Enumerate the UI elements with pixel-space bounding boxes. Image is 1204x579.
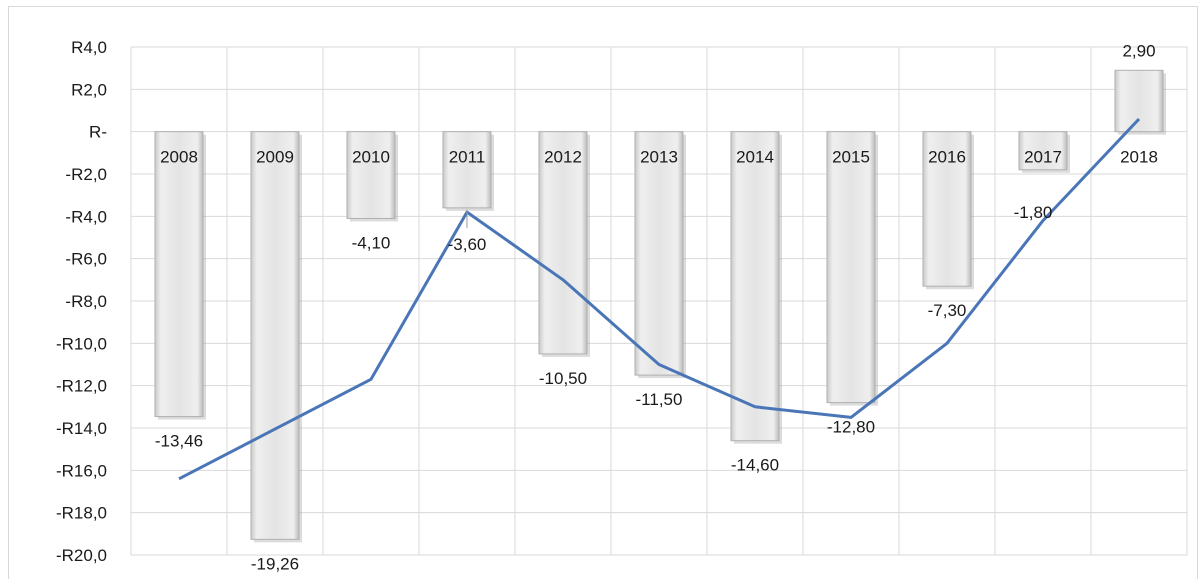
bar — [250, 131, 300, 540]
data-label: -13,46 — [155, 432, 203, 451]
line-series — [178, 117, 1141, 481]
data-label: -10,50 — [539, 369, 587, 388]
data-label: -19,26 — [251, 554, 299, 573]
y-tick-label: -R4,0 — [65, 207, 107, 226]
category-label: 2010 — [352, 148, 390, 167]
data-label: -3,60 — [448, 235, 487, 254]
bar — [538, 131, 588, 355]
category-label: 2015 — [832, 148, 870, 167]
y-tick-label: -R14,0 — [56, 419, 107, 438]
bar — [826, 131, 876, 404]
chart-frame — [8, 6, 1198, 579]
bar — [634, 131, 684, 376]
category-label: 2013 — [640, 148, 678, 167]
grid-lines — [130, 46, 1188, 556]
line-path — [178, 117, 1141, 481]
category-label: 2018 — [1120, 148, 1158, 167]
bar — [154, 131, 204, 418]
category-labels: 2008 2009 2010 2011 2012 2013 2014 2015 2016 2017… — [160, 148, 1158, 167]
category-label: 2008 — [160, 148, 198, 167]
category-label: 2017 — [1024, 148, 1062, 167]
y-tick-label: R2,0 — [71, 80, 107, 99]
category-label: 2014 — [736, 148, 774, 167]
y-tick-label: -R10,0 — [56, 334, 107, 353]
y-tick-label: -R12,0 — [56, 377, 107, 396]
y-axis-ticks: R4,0 R2,0 R- -R2,0 -R4,0 -R6,0 -R8,0 -R10,0 -R12… — [56, 38, 107, 565]
category-label: 2012 — [544, 148, 582, 167]
bar — [1018, 131, 1068, 171]
bar — [922, 131, 972, 287]
data-label: -11,50 — [636, 390, 683, 409]
y-tick-label: -R20,0 — [56, 546, 107, 565]
data-label: -14,60 — [731, 456, 779, 475]
bar — [730, 131, 780, 442]
y-tick-label: R4,0 — [71, 38, 107, 57]
bar — [1114, 69, 1164, 133]
y-tick-label: -R18,0 — [56, 504, 107, 523]
data-label: -12,80 — [827, 418, 875, 437]
y-tick-label: R- — [89, 123, 107, 142]
y-tick-label: -R8,0 — [65, 292, 107, 311]
category-label: 2011 — [449, 148, 486, 167]
data-label: -4,10 — [352, 233, 391, 252]
data-label: -7,30 — [928, 301, 967, 320]
category-label: 2016 — [928, 148, 966, 167]
bar — [346, 131, 396, 219]
data-labels: -13,46 -19,26 -4,10 -3,60 -10,50 -11,50 -14,60… — [155, 41, 1156, 573]
data-label: 2,90 — [1122, 41, 1155, 60]
category-label: 2009 — [256, 148, 294, 167]
bar — [442, 131, 492, 209]
bars — [154, 69, 1166, 543]
data-label: -1,80 — [1014, 203, 1053, 222]
y-tick-label: -R16,0 — [56, 461, 107, 480]
y-tick-label: -R6,0 — [65, 250, 107, 269]
y-tick-label: -R2,0 — [65, 165, 107, 184]
